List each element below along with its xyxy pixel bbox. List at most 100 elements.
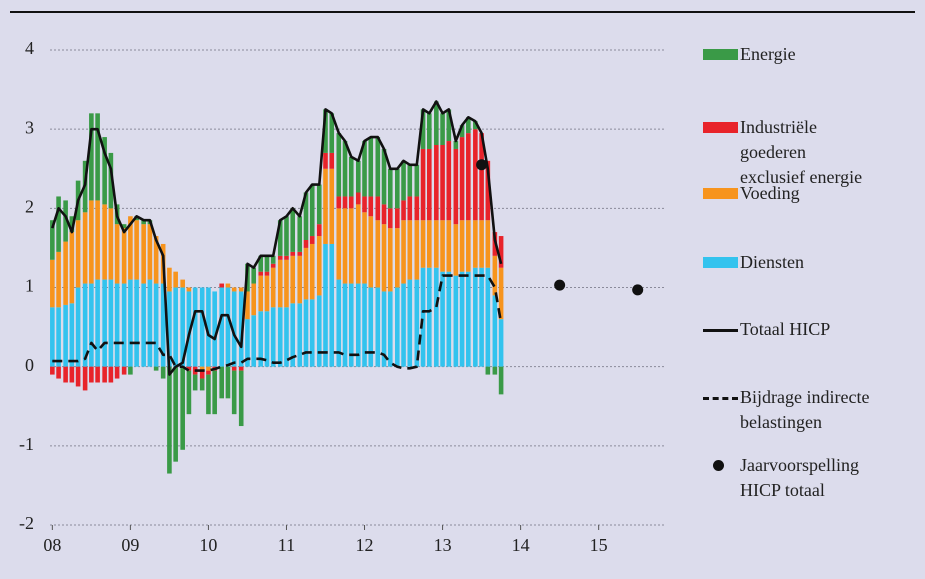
bar-segment bbox=[63, 366, 68, 383]
bar-segment bbox=[362, 141, 367, 197]
bar-segment bbox=[316, 184, 322, 225]
bar-segment bbox=[75, 287, 81, 367]
bar-segment bbox=[485, 267, 491, 367]
x-tick-label: 15 bbox=[590, 535, 608, 555]
bar-segment bbox=[121, 366, 127, 375]
bar-segment bbox=[63, 241, 68, 305]
bar-segment bbox=[414, 220, 420, 280]
bar-segment bbox=[440, 113, 445, 145]
bar-segment bbox=[459, 220, 465, 272]
bar-segment bbox=[141, 224, 146, 284]
bar-segment bbox=[141, 220, 146, 225]
bar-segment bbox=[219, 283, 225, 288]
bar-segment bbox=[368, 216, 374, 288]
bar-segment bbox=[238, 287, 244, 292]
legend-label: Bijdrage indirecte belastingen bbox=[740, 387, 870, 432]
bar-segment bbox=[192, 287, 198, 367]
bar-segment bbox=[89, 283, 94, 367]
bar-segment bbox=[309, 236, 315, 244]
bar-segment bbox=[479, 220, 484, 268]
bar-segment bbox=[160, 283, 166, 367]
bar-segment bbox=[82, 366, 88, 391]
bar-segment bbox=[95, 279, 100, 367]
bar-segment bbox=[277, 307, 283, 367]
bar-segment bbox=[453, 275, 459, 367]
bar-segment bbox=[297, 255, 303, 304]
bar-segment bbox=[348, 208, 354, 284]
bar-segment bbox=[336, 133, 342, 197]
bar-segment bbox=[459, 271, 465, 367]
legend-item: Energie bbox=[700, 42, 875, 67]
x-tick-label: 10 bbox=[199, 535, 217, 555]
bar-segment bbox=[290, 208, 296, 252]
bar-segment bbox=[498, 236, 504, 268]
bar-segment bbox=[141, 283, 146, 367]
bar-segment bbox=[121, 228, 127, 284]
bar-segment bbox=[199, 366, 205, 371]
bar-segment bbox=[375, 196, 381, 221]
legend-swatch bbox=[703, 397, 738, 400]
bar-segment bbox=[401, 220, 406, 284]
legend-swatch bbox=[703, 257, 738, 268]
bar-segment bbox=[492, 295, 498, 367]
bar-segment bbox=[108, 279, 114, 367]
bar-segment bbox=[375, 220, 381, 288]
bar-segment bbox=[420, 220, 426, 268]
bar-segment bbox=[56, 196, 61, 252]
legend-label: Industriële goederen exclusief energie bbox=[740, 117, 863, 187]
bar-segment bbox=[128, 216, 133, 280]
bar-segment bbox=[245, 291, 250, 320]
bar-segment bbox=[284, 307, 289, 367]
bar-segment bbox=[309, 299, 315, 367]
bar-segment bbox=[459, 125, 465, 138]
bar-segment bbox=[485, 160, 491, 221]
bar-segment bbox=[50, 307, 55, 367]
bar-segment bbox=[134, 220, 139, 280]
bar-segment bbox=[303, 240, 309, 248]
bar-segment bbox=[251, 283, 256, 316]
forecast-point bbox=[554, 279, 566, 291]
y-tick-label: 3 bbox=[25, 117, 34, 137]
bar-segment bbox=[362, 283, 367, 367]
bar-segment bbox=[75, 366, 81, 387]
bar-segment bbox=[355, 204, 361, 284]
bar-segment bbox=[206, 370, 211, 375]
bar-segment bbox=[128, 366, 133, 375]
bar-segment bbox=[121, 283, 127, 367]
bar-segment bbox=[89, 366, 94, 383]
bar-segment bbox=[128, 279, 133, 367]
bar-segment bbox=[270, 307, 276, 367]
bar-segment bbox=[420, 148, 426, 221]
bar-segment bbox=[473, 267, 478, 367]
bar-segment bbox=[264, 271, 270, 276]
bar-segment bbox=[69, 216, 75, 233]
forecast-point bbox=[632, 284, 644, 296]
bar-segment bbox=[153, 236, 159, 284]
legend-item: Bijdrage indirecte belastingen bbox=[700, 385, 875, 435]
bar-segment bbox=[212, 370, 217, 415]
bar-segment bbox=[440, 271, 445, 367]
bar-segment bbox=[75, 220, 81, 288]
bar-segment bbox=[329, 152, 335, 169]
bar-segment bbox=[245, 319, 250, 367]
bar-segment bbox=[69, 366, 75, 383]
y-tick-label: 4 bbox=[25, 38, 34, 58]
bar-segment bbox=[466, 271, 471, 367]
bar-segment bbox=[225, 283, 231, 288]
bar-segment bbox=[336, 279, 342, 367]
bar-segment bbox=[453, 141, 459, 149]
bar-segment bbox=[270, 267, 276, 308]
y-tick-label: -1 bbox=[19, 434, 34, 454]
legend-label: Jaarvoorspelling HICP totaal bbox=[740, 455, 859, 500]
bar-segment bbox=[348, 283, 354, 367]
bar-segment bbox=[342, 196, 348, 209]
bar-segment bbox=[114, 283, 120, 367]
bar-segment bbox=[466, 117, 471, 134]
bar-segment bbox=[401, 283, 406, 367]
bar-segment bbox=[199, 378, 205, 391]
forecast-point bbox=[476, 159, 488, 171]
bar-segment bbox=[63, 200, 68, 242]
bar-segment bbox=[251, 267, 256, 284]
bar-segment bbox=[375, 137, 381, 197]
